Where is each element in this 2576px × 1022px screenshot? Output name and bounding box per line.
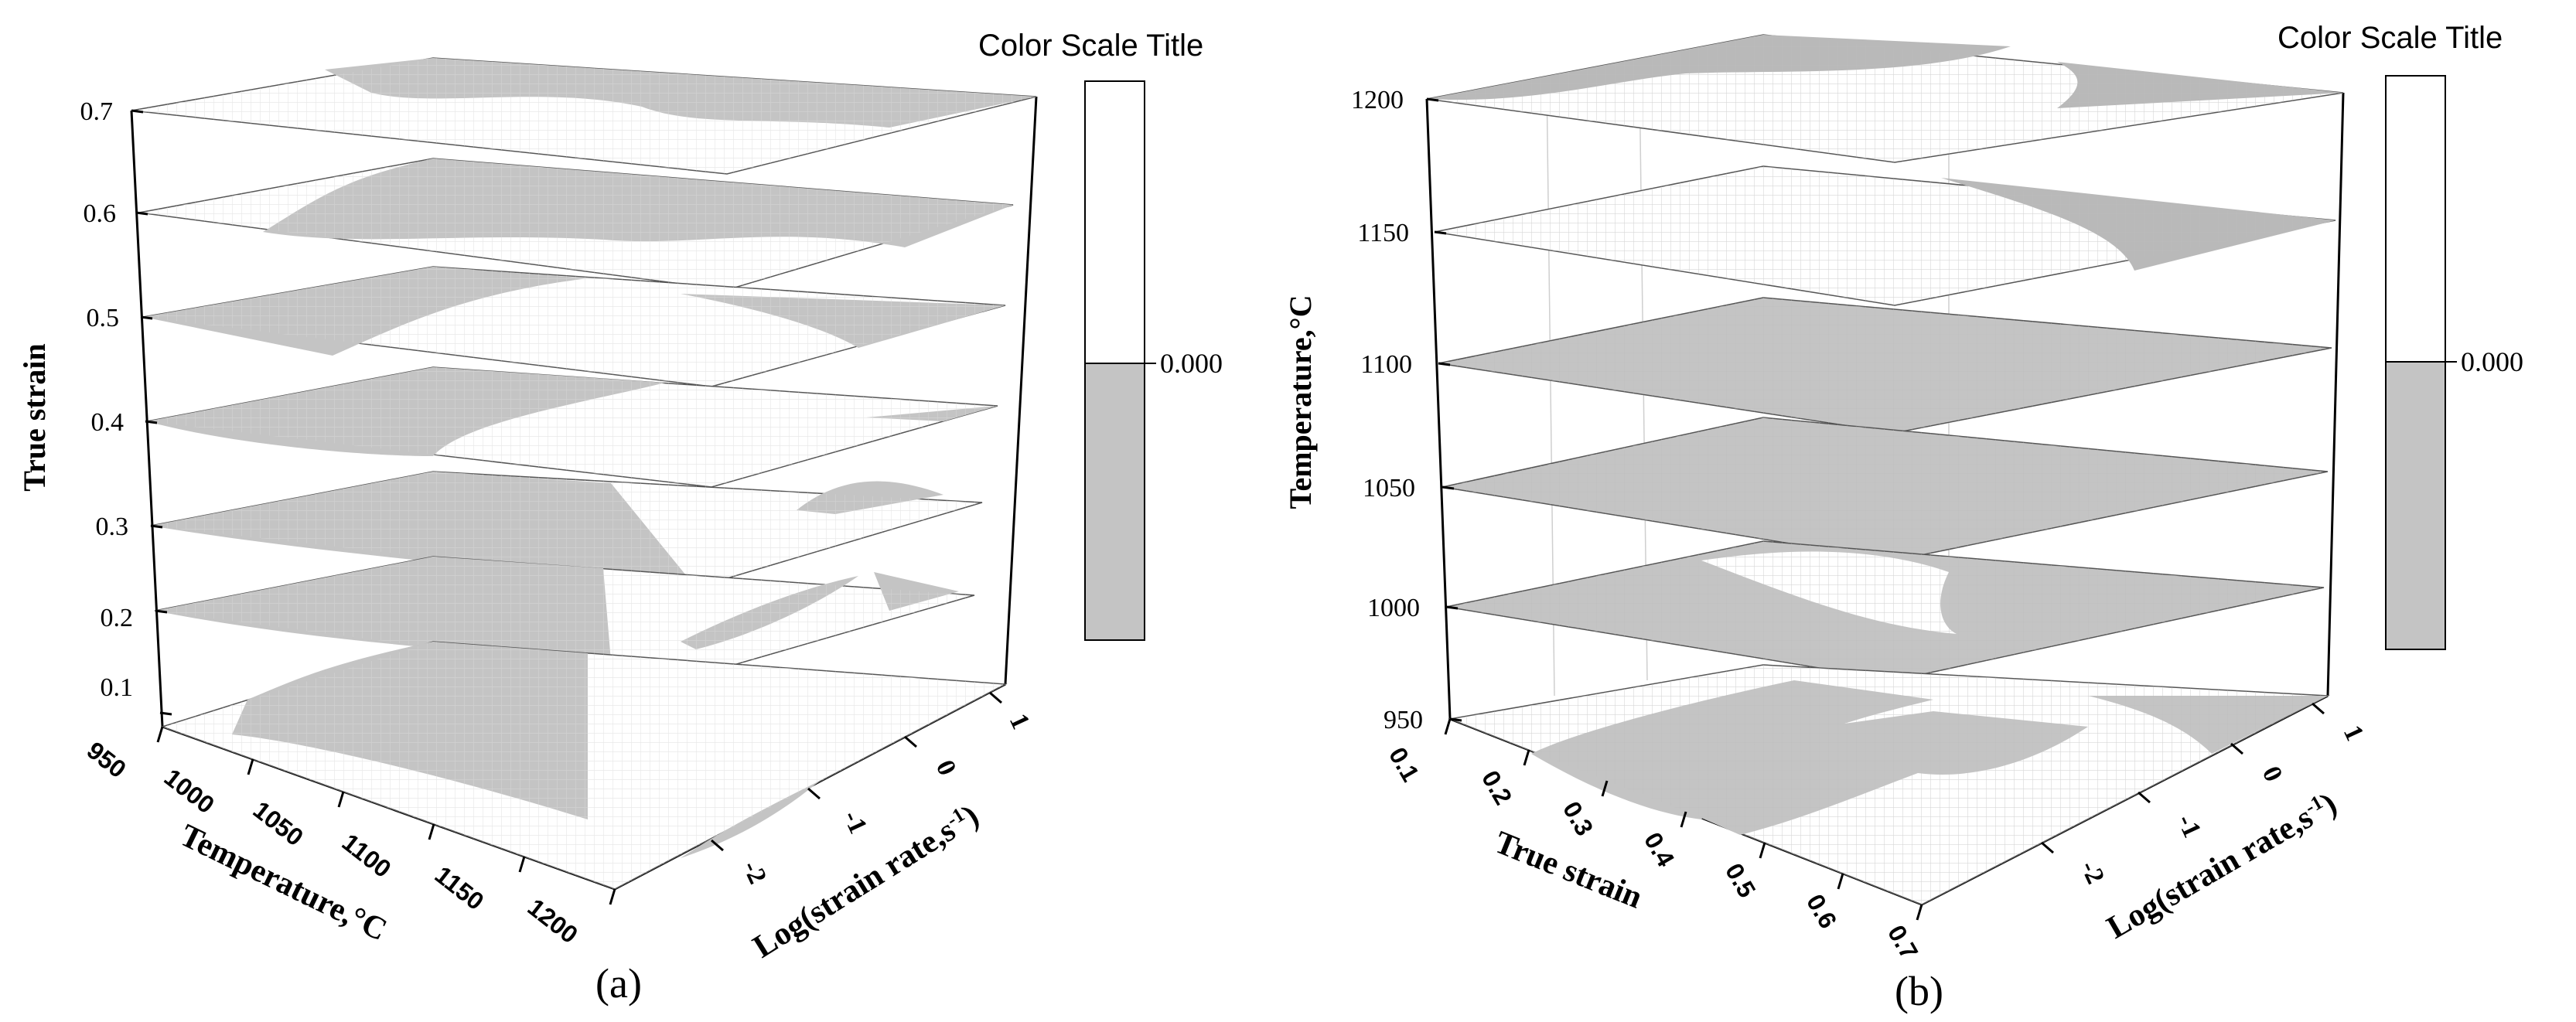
x-tick-a-1200: 1200 bbox=[523, 893, 583, 949]
panel-a-x-ticks bbox=[156, 726, 616, 905]
x-tick-a-950: 950 bbox=[82, 736, 131, 783]
slice-b-1000 bbox=[1445, 540, 2325, 681]
slice-b-950 bbox=[1448, 664, 2330, 905]
z-tick-b-950: 950 bbox=[1384, 706, 1423, 734]
slice-a-0.4 bbox=[146, 366, 998, 488]
y-axis-label-b: Log(strain rate,s-1) bbox=[2100, 785, 2342, 945]
z-tick-b-1000: 1000 bbox=[1367, 594, 1420, 622]
panel-b-caption: (b) bbox=[1895, 968, 1943, 1014]
x-tick-a-1150: 1150 bbox=[430, 860, 490, 915]
color-scale-above-a bbox=[1084, 80, 1145, 364]
z-tick-b-1150: 1150 bbox=[1357, 219, 1409, 247]
y-tick-b-0: 0 bbox=[2257, 762, 2288, 786]
panel-b-slices bbox=[1426, 34, 2344, 905]
y-tick-a-neg2: -2 bbox=[737, 857, 773, 888]
color-scale-below-a bbox=[1084, 363, 1145, 641]
z-tick-b-1050: 1050 bbox=[1363, 474, 1415, 502]
panel-a-z-ticks bbox=[131, 109, 172, 716]
panel-b-z-tick-labels: 1200 1150 1100 1050 1000 950 bbox=[1351, 86, 1423, 734]
slice-a-0.1 bbox=[160, 641, 1008, 890]
slice-a-0.7 bbox=[131, 57, 1037, 175]
x-tick-b-0.1: 0.1 bbox=[1384, 743, 1424, 787]
y-tick-b-neg1: -1 bbox=[2172, 810, 2207, 842]
z-tick-a-0.6: 0.6 bbox=[84, 199, 117, 228]
y-tick-b-1: 1 bbox=[2338, 721, 2370, 745]
color-scale-tick-a: 0.000 bbox=[1160, 348, 1223, 379]
slice-a-0.2 bbox=[154, 556, 975, 681]
slice-a-0.3 bbox=[150, 471, 983, 588]
color-scale-title-a: Color Scale Title bbox=[978, 29, 1203, 63]
panel-a-z-tick-labels: 0.7 0.6 0.5 0.4 0.3 0.2 0.1 bbox=[80, 97, 134, 702]
z-axis-label-b: Temperature,°C bbox=[1283, 295, 1318, 509]
panel-a-caption: (a) bbox=[595, 960, 642, 1007]
y-tick-b-neg2: -2 bbox=[2075, 857, 2110, 888]
slice-b-1050 bbox=[1442, 417, 2329, 561]
slice-a-0.6 bbox=[138, 158, 1014, 291]
y-tick-a-neg1: -1 bbox=[838, 806, 873, 838]
z-tick-a-0.4: 0.4 bbox=[91, 408, 125, 437]
slice-a-0.5 bbox=[142, 266, 1006, 387]
color-scale-b: Color Scale Title 0.000 bbox=[2277, 21, 2523, 650]
y-tick-a-0: 0 bbox=[930, 756, 962, 780]
z-tick-a-0.3: 0.3 bbox=[96, 513, 129, 541]
z-tick-a-0.5: 0.5 bbox=[87, 304, 120, 332]
slice-b-1100 bbox=[1438, 297, 2332, 434]
panel-b-y-ticks bbox=[2041, 702, 2325, 854]
color-scale-title-b: Color Scale Title bbox=[2277, 21, 2503, 55]
x-tick-a-1100: 1100 bbox=[337, 828, 397, 883]
z-tick-a-0.7: 0.7 bbox=[80, 97, 114, 126]
y-tick-a-1: 1 bbox=[1004, 710, 1036, 734]
x-tick-b-0.7: 0.7 bbox=[1882, 921, 1923, 965]
z-tick-a-0.2: 0.2 bbox=[101, 604, 134, 632]
color-scale-a: Color Scale Title 0.000 bbox=[978, 29, 1223, 641]
z-axis-label-a: True strain bbox=[17, 343, 52, 491]
color-scale-tick-b: 0.000 bbox=[2461, 346, 2523, 377]
panel-a-y-ticks bbox=[711, 691, 1002, 852]
panel-a-slices bbox=[131, 57, 1037, 890]
x-tick-a-1050: 1050 bbox=[248, 795, 309, 851]
panel-b: 1200 1150 1100 1050 1000 950 Temperature… bbox=[1283, 21, 2523, 1014]
color-scale-below-b bbox=[2385, 361, 2446, 650]
slice-b-1150 bbox=[1434, 165, 2336, 306]
x-tick-b-0.2: 0.2 bbox=[1476, 766, 1517, 810]
panel-b-z-ticks bbox=[1426, 97, 1462, 722]
z-tick-b-1100: 1100 bbox=[1360, 350, 1412, 379]
x-tick-b-0.6: 0.6 bbox=[1801, 890, 1842, 934]
z-tick-b-1200: 1200 bbox=[1351, 86, 1404, 114]
panel-b-x-ticks bbox=[1444, 718, 1923, 921]
color-scale-above-b bbox=[2385, 75, 2446, 363]
x-axis-label-b: True strain bbox=[1489, 825, 1647, 916]
slice-b-1200 bbox=[1426, 34, 2344, 163]
z-tick-a-0.1: 0.1 bbox=[101, 673, 134, 702]
x-tick-a-1000: 1000 bbox=[159, 763, 220, 819]
panel-a: 0.7 0.6 0.5 0.4 0.3 0.2 0.1 True strain … bbox=[17, 29, 1223, 1007]
x-tick-b-0.5: 0.5 bbox=[1720, 859, 1761, 903]
x-tick-b-0.3: 0.3 bbox=[1558, 797, 1598, 841]
x-tick-b-0.4: 0.4 bbox=[1639, 828, 1680, 872]
